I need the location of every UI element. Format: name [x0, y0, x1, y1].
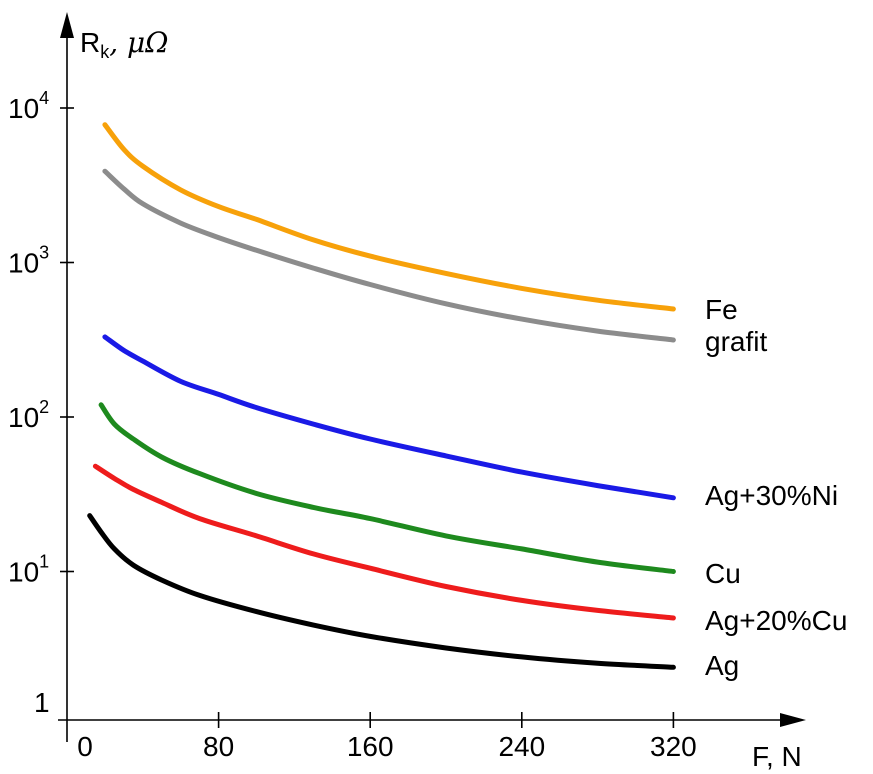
series-label: Cu: [705, 558, 741, 589]
series-lines: [87, 122, 676, 670]
axes: [58, 12, 806, 742]
y-axis-arrow: [60, 12, 74, 38]
series-label: Ag+20%Cu: [705, 605, 847, 636]
y-ticks: 1 101 102 103 104: [8, 88, 74, 718]
x-tick-label: 240: [498, 731, 545, 762]
series-line-cu: [98, 402, 676, 574]
y-tick-label: 101: [8, 552, 49, 588]
series-line-grafit: [102, 168, 676, 343]
x-ticks: 0 80 160 240 320: [77, 712, 697, 762]
y-tick-label: 104: [8, 88, 49, 124]
y-tick-label: 103: [8, 243, 49, 279]
x-tick-label: 320: [650, 731, 697, 762]
x-axis-label: F, N: [752, 741, 802, 772]
series-label: Ag: [705, 650, 739, 681]
series-line-ag-30-ni: [102, 334, 676, 501]
y-axis-label: Rk, μΩ: [80, 26, 168, 62]
series-line-ag: [87, 513, 676, 670]
x-tick-label: 80: [203, 731, 234, 762]
series-label: Ag+30%Ni: [705, 480, 838, 511]
series-label: grafit: [705, 326, 767, 357]
y-tick-label: 1: [34, 687, 50, 718]
y-tick-label: 102: [8, 397, 49, 433]
x-axis-arrow: [780, 713, 806, 727]
series-label: Fe: [705, 294, 738, 325]
series-line-ag-20-cu: [92, 463, 676, 621]
x-tick-label: 160: [347, 731, 394, 762]
series-line-fe: [102, 122, 676, 312]
x-tick-label: 0: [77, 731, 93, 762]
